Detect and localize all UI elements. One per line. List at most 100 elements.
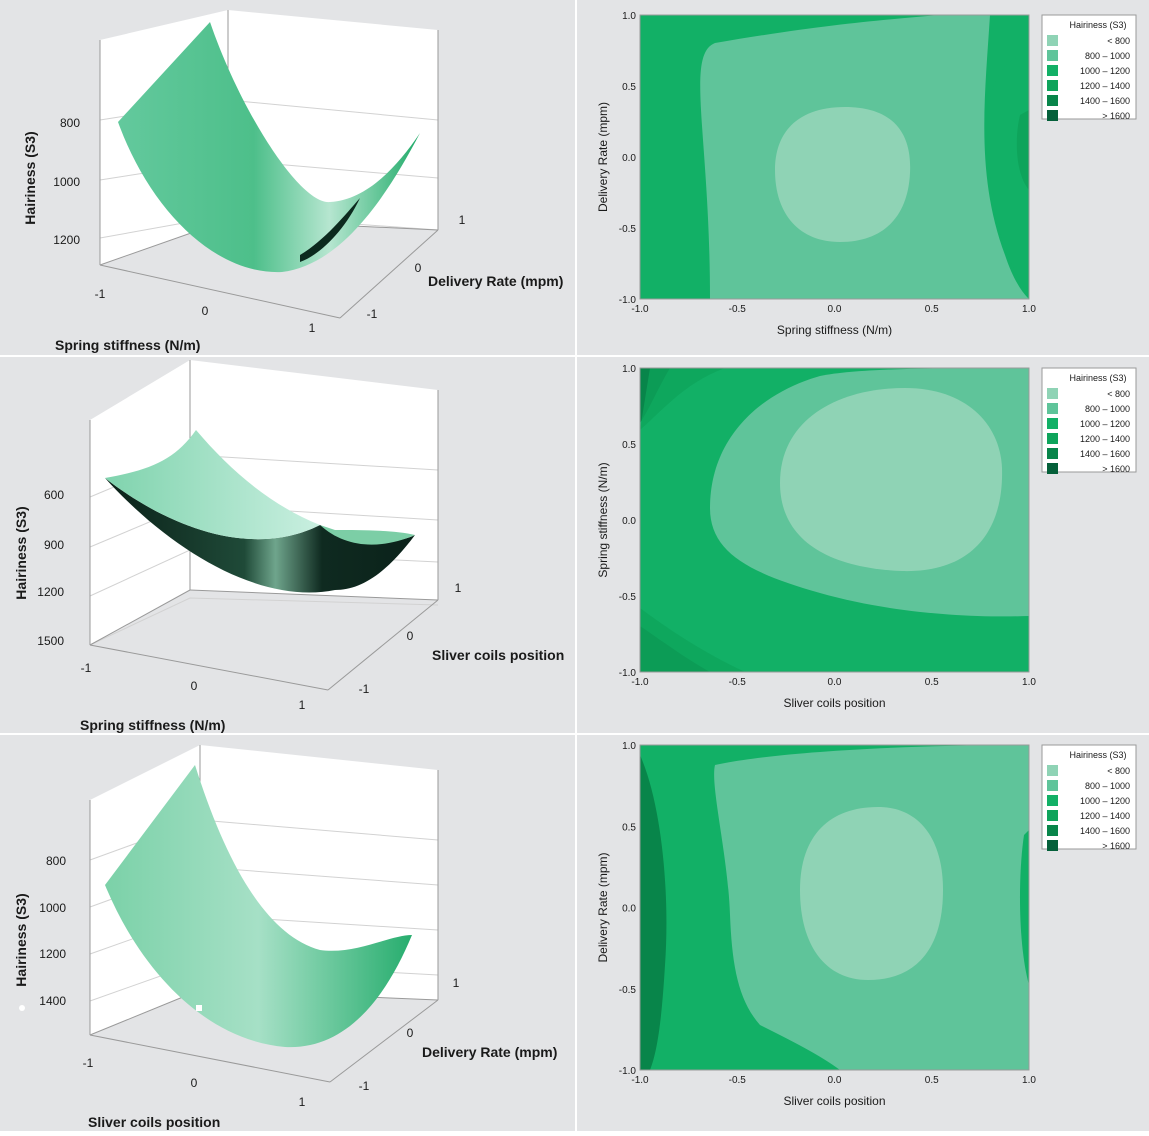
x-tick-label: -1	[83, 1056, 94, 1070]
legend-entry: > 1600	[1102, 841, 1130, 851]
data-point-marker	[196, 1005, 202, 1011]
z-tick-label: 1500	[37, 634, 64, 648]
x-tick-label: 1.0	[1022, 677, 1036, 688]
legend-entry: 800 – 1000	[1085, 781, 1130, 791]
contour-region-1200-1400	[640, 368, 745, 672]
legend-entry: > 1600	[1102, 464, 1130, 474]
legend-swatch	[1047, 463, 1058, 474]
response-surface	[105, 430, 320, 540]
x-axis-title: Sliver coils position	[783, 696, 885, 710]
x-tick-label: 1	[299, 698, 306, 712]
y-tick-label: -0.5	[619, 224, 637, 235]
x-tick-label: 0.0	[828, 1075, 842, 1086]
legend-entry: 1000 – 1200	[1080, 419, 1130, 429]
legend-swatch	[1047, 95, 1058, 106]
contour-plot: -1.0 -0.5 0.0 0.5 1.0 -1.0 -0.5 0.0 0.5 1.0 Spring…	[596, 11, 1137, 337]
legend-entry: 800 – 1000	[1085, 51, 1130, 61]
legend-swatch	[1047, 110, 1058, 121]
z-tick-label: 900	[44, 538, 64, 552]
contour-region-1000-1200	[987, 55, 1029, 290]
contour-region-1400-1600	[640, 755, 667, 1070]
z-tick-label: 800	[60, 116, 80, 130]
y-tick-label: 0	[407, 629, 414, 643]
y-tick-label: 1	[455, 581, 462, 595]
y-tick-label: 0	[407, 1026, 414, 1040]
z-gridline	[89, 597, 439, 646]
box-edge	[89, 589, 191, 646]
y-tick-label: -1	[367, 307, 378, 321]
legend-entry: 1000 – 1200	[1080, 796, 1130, 806]
y-tick-label: 1	[453, 976, 460, 990]
plot-frame	[639, 744, 1030, 1071]
y-axis-title: Spring stiffness (N/m)	[596, 462, 610, 577]
x-axis-title: Spring stiffness (N/m)	[777, 323, 892, 337]
x-tick-label: 0	[202, 304, 209, 318]
z-tick-label: 600	[44, 488, 64, 502]
y-tick-label: -0.5	[619, 985, 637, 996]
legend-swatch	[1047, 433, 1058, 444]
y-axis-title: Delivery Rate (mpm)	[422, 1044, 557, 1060]
legend-swatch	[1047, 80, 1058, 91]
y-tick-label: -1	[359, 1079, 370, 1093]
legend-swatch	[1047, 388, 1058, 399]
y-tick-label: 0.0	[622, 904, 636, 915]
legend-swatch	[1047, 825, 1058, 836]
y-tick-label: 1	[459, 213, 466, 227]
y-tick-label: 1.0	[622, 364, 636, 375]
legend-swatch	[1047, 50, 1058, 61]
z-tick-label: 1400	[39, 994, 66, 1008]
response-surface	[105, 765, 412, 1048]
legend-swatch	[1047, 810, 1058, 821]
contour-region-lt-800	[780, 388, 1003, 572]
surface-plot: 800 1000 1200 -1 0 1 -1 0 1 Spring stiffness (N/m…	[22, 10, 563, 353]
plot-frame	[639, 367, 1030, 673]
surface-shadow	[300, 198, 360, 262]
legend-swatch	[1047, 840, 1058, 851]
box-edge	[189, 589, 439, 601]
legend-swatch	[1047, 780, 1058, 791]
z-tick-label: 1200	[37, 585, 64, 599]
y-tick-label: -1.0	[619, 668, 637, 679]
x-axis-title: Spring stiffness (N/m)	[55, 337, 200, 353]
y-axis-title: Delivery Rate (mpm)	[428, 273, 563, 289]
x-tick-label: -1	[95, 287, 106, 301]
y-tick-label: -1	[359, 682, 370, 696]
x-tick-label: -1.0	[631, 1075, 649, 1086]
x-tick-label: 0.5	[925, 1075, 939, 1086]
contour-region-lt-800	[800, 807, 943, 980]
legend-entry: 1400 – 1600	[1080, 96, 1130, 106]
legend-swatch	[1047, 418, 1058, 429]
z-tick-label: 1200	[53, 233, 80, 247]
y-tick-label: 0.5	[622, 82, 636, 93]
box-edge	[89, 1034, 331, 1083]
legend-entry: < 800	[1107, 389, 1130, 399]
legend-entry: 1200 – 1400	[1080, 434, 1130, 444]
legend-swatch	[1047, 403, 1058, 414]
legend-entry: < 800	[1107, 766, 1130, 776]
legend-entry: 1200 – 1400	[1080, 81, 1130, 91]
x-tick-label: 0.0	[828, 304, 842, 315]
legend-swatch	[1047, 65, 1058, 76]
y-tick-label: -1.0	[619, 1066, 637, 1077]
x-tick-label: 0.5	[925, 677, 939, 688]
response-surface	[118, 22, 420, 273]
contour-plot: -1.0 -0.5 0.0 0.5 1.0 -1.0 -0.5 0.0 0.5 1.0 Sliver…	[596, 364, 1137, 710]
x-tick-label: -0.5	[729, 677, 747, 688]
y-tick-label: 0.0	[622, 153, 636, 164]
contour-plot: -1.0 -0.5 0.0 0.5 1.0 -1.0 -0.5 0.0 0.5 1.0 Sliver…	[596, 741, 1137, 1108]
z-tick-label: 1200	[39, 947, 66, 961]
y-axis-title: Delivery Rate (mpm)	[596, 102, 610, 212]
data-point-marker	[19, 1005, 25, 1011]
legend-title: Hairiness (S3)	[1069, 750, 1126, 760]
surface-edge	[320, 525, 415, 545]
legend-entry: > 1600	[1102, 111, 1130, 121]
legend-entry: 1200 – 1400	[1080, 811, 1130, 821]
legend-title: Hairiness (S3)	[1069, 373, 1126, 383]
z-axis-title: Hairiness (S3)	[22, 131, 38, 224]
x-tick-label: 0	[191, 679, 198, 693]
y-tick-label: 0.5	[622, 822, 636, 833]
legend-swatch	[1047, 765, 1058, 776]
plot-frame	[639, 14, 1030, 300]
z-tick-label: 1000	[53, 175, 80, 189]
